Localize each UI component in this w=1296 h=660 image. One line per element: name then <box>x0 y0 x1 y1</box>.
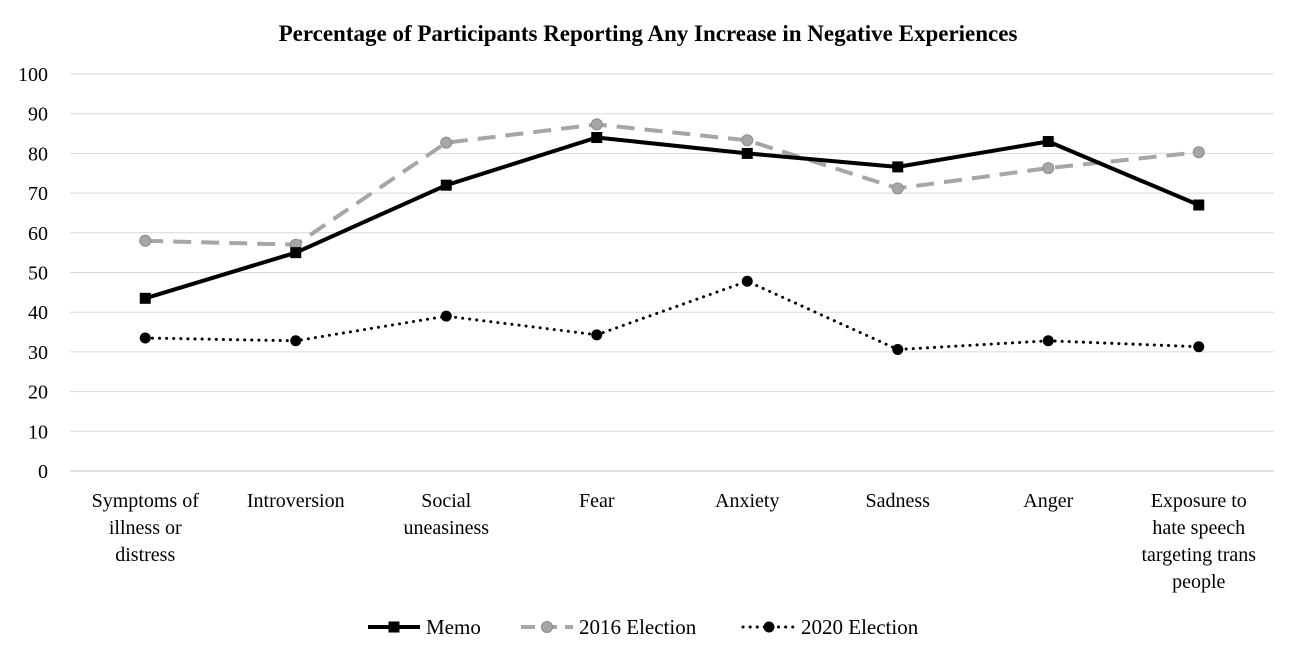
data-point <box>139 234 152 247</box>
data-point <box>590 118 603 131</box>
x-category-label: Social uneasiness <box>403 490 489 539</box>
legend: Memo 2016 Election 2020 Election <box>368 615 919 639</box>
x-category-line: Social <box>421 490 471 512</box>
x-category-line: hate speech <box>1152 517 1245 539</box>
legend-item: Memo <box>368 615 481 639</box>
y-tick-label: 90 <box>28 104 48 126</box>
y-tick-label: 20 <box>28 382 48 404</box>
x-category-label: Anger <box>1023 490 1073 512</box>
data-point <box>591 329 603 341</box>
data-point <box>741 134 754 147</box>
series-line <box>143 279 1201 352</box>
data-point <box>1042 335 1054 347</box>
gridlines <box>70 73 1274 472</box>
x-category-line: people <box>1172 571 1225 593</box>
x-category-line: Anxiety <box>715 490 779 512</box>
series-line <box>145 122 1199 247</box>
y-tick-label: 60 <box>28 223 48 245</box>
x-category-line: Exposure to <box>1151 490 1247 512</box>
x-category-label: Fear <box>579 490 615 512</box>
legend-marker <box>388 621 400 633</box>
legend-item: 2020 Election <box>741 615 919 639</box>
data-point <box>891 182 904 195</box>
y-tick-label: 70 <box>28 183 48 205</box>
x-category-line: uneasiness <box>403 517 489 539</box>
legend-label: Memo <box>426 615 481 639</box>
y-tick-label: 0 <box>38 461 48 483</box>
y-axis-ticks: 0 10 20 30 40 50 60 70 80 90 100 <box>18 64 48 483</box>
data-point <box>1042 135 1054 147</box>
x-category-line: Anger <box>1023 490 1073 512</box>
y-tick-label: 50 <box>28 263 48 285</box>
data-point <box>290 247 302 259</box>
data-point <box>1192 146 1205 159</box>
legend-marker <box>541 621 553 633</box>
x-category-line: Fear <box>579 490 615 512</box>
x-category-line: Introversion <box>247 490 345 512</box>
x-category-label: Sadness <box>866 490 931 512</box>
series-line <box>144 135 1200 301</box>
series-group <box>139 118 1205 356</box>
x-category-label: Exposure to hate speech targeting trans peo… <box>1141 490 1256 593</box>
y-tick-label: 10 <box>28 421 48 443</box>
series-3 <box>139 275 1205 356</box>
x-axis-categories: Symptoms of illness or distress Introversio… <box>92 490 1257 593</box>
y-tick-label: 80 <box>28 143 48 165</box>
x-category-label: Anxiety <box>715 490 779 512</box>
data-point <box>139 332 151 344</box>
x-category-line: illness or <box>109 517 182 539</box>
data-point <box>440 179 452 191</box>
data-point <box>741 147 753 159</box>
data-point <box>440 136 453 149</box>
legend-label: 2020 Election <box>801 615 919 639</box>
series-2 <box>139 118 1205 251</box>
data-point <box>591 132 603 144</box>
x-category-label: Symptoms of illness or distress <box>92 490 200 566</box>
x-category-line: targeting trans <box>1141 544 1256 566</box>
series-1 <box>139 132 1205 304</box>
x-category-line: distress <box>115 544 175 566</box>
legend-item: 2016 Election <box>521 615 697 639</box>
data-point <box>290 335 302 347</box>
data-point <box>440 310 452 322</box>
chart-title: Percentage of Participants Reporting Any… <box>279 21 1018 46</box>
data-point <box>892 344 904 356</box>
y-tick-label: 30 <box>28 342 48 364</box>
y-tick-label: 100 <box>18 64 48 86</box>
data-point <box>741 275 753 287</box>
data-point <box>1193 341 1205 353</box>
legend-marker <box>763 621 775 633</box>
x-category-line: Symptoms of <box>92 490 200 512</box>
data-point <box>139 292 151 304</box>
legend-label: 2016 Election <box>579 615 697 639</box>
data-point <box>1193 199 1205 211</box>
x-category-label: Introversion <box>247 490 345 512</box>
data-point <box>1042 162 1055 175</box>
data-point <box>892 161 904 173</box>
y-tick-label: 40 <box>28 302 48 324</box>
x-category-line: Sadness <box>866 490 931 512</box>
